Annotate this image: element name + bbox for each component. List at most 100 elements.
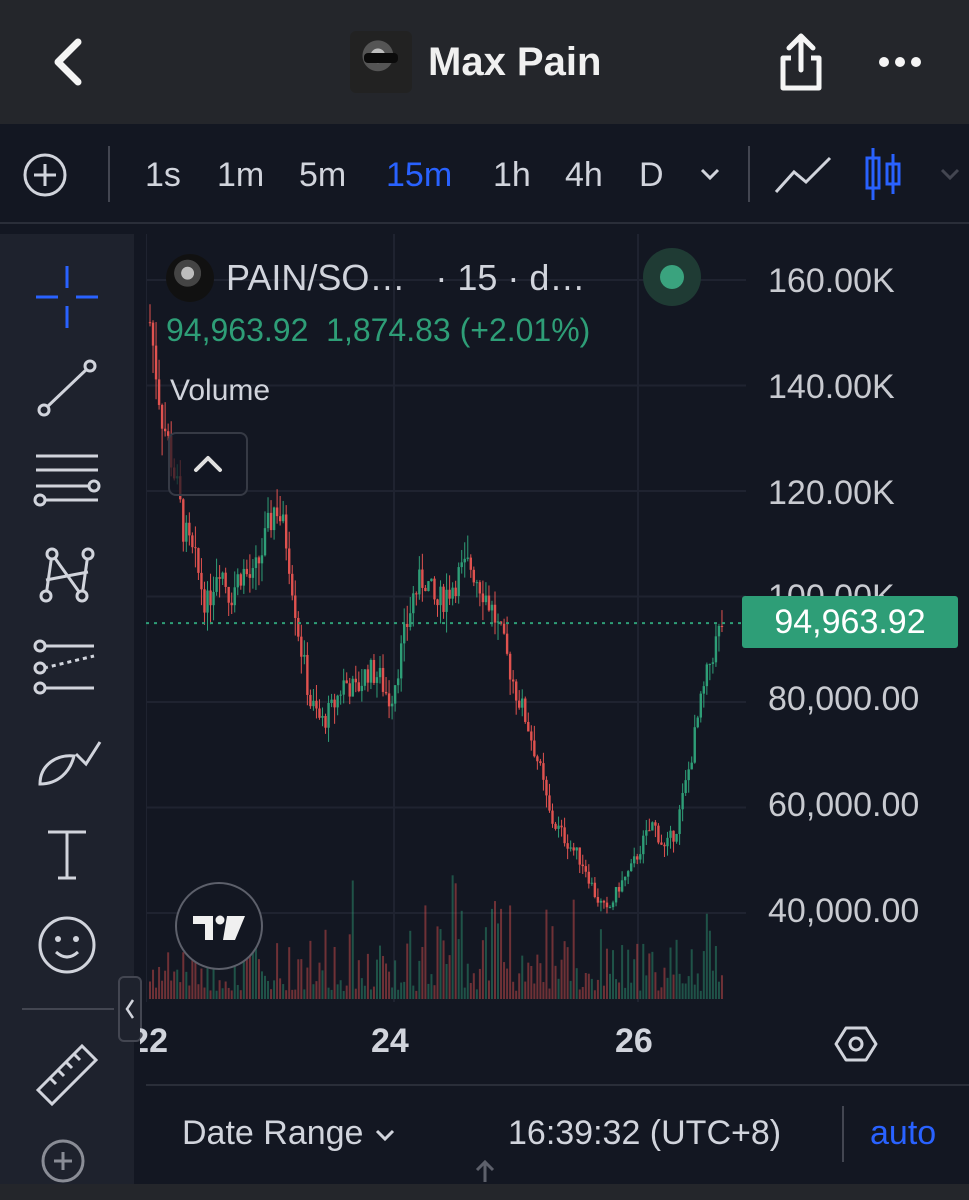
emoji-tool[interactable] [30, 908, 104, 982]
volume-bar [206, 966, 209, 999]
candle-body [614, 887, 618, 903]
auto-scale-button[interactable]: auto [870, 1114, 937, 1152]
candle-body [484, 595, 488, 603]
collapse-legend-button[interactable] [168, 432, 248, 496]
candle-body [575, 847, 578, 851]
volume-bar [155, 987, 158, 999]
volume-bar [657, 990, 660, 999]
candle-body [524, 698, 527, 722]
measure-tool[interactable] [30, 1038, 104, 1112]
share-button[interactable] [775, 30, 827, 94]
volume-bar [454, 883, 457, 999]
volume-bar [418, 960, 421, 999]
chevron-down-icon [700, 168, 720, 181]
volume-bar [636, 943, 639, 999]
candle-body [384, 691, 388, 694]
interval-1m[interactable]: 1m [217, 156, 265, 194]
more-options-button[interactable] [876, 40, 924, 84]
market-status-indicator[interactable] [643, 248, 701, 306]
volume-bar [203, 987, 206, 999]
chart-pane[interactable] [145, 234, 969, 1084]
resize-handle[interactable] [472, 1158, 498, 1184]
interval-15m[interactable]: 15m [386, 156, 453, 194]
volume-bar [599, 929, 602, 999]
candle-chart-style-button[interactable] [862, 146, 904, 202]
candle-body [266, 512, 270, 529]
candle-body [327, 703, 330, 728]
candle-body [623, 876, 627, 881]
volume-bar [333, 946, 336, 999]
candle-body [418, 569, 421, 595]
toolbar-collapse-handle[interactable] [118, 976, 142, 1042]
interval-5m[interactable]: 5m [299, 156, 347, 194]
fib-retracement-tool[interactable] [30, 442, 104, 516]
volume-bar [569, 980, 572, 999]
candle-body [566, 843, 569, 849]
candle-body [542, 763, 545, 780]
volume-bar [345, 985, 348, 999]
volume-bar [363, 985, 366, 999]
candle-body [342, 680, 345, 695]
header-title-group: Max Pain [350, 30, 601, 94]
interval-d[interactable]: D [639, 156, 664, 194]
interval-1h[interactable]: 1h [493, 156, 531, 194]
tradingview-logo-button[interactable] [175, 882, 263, 970]
candle-body [472, 569, 476, 583]
volume-bar [224, 981, 227, 999]
candle-body [699, 693, 702, 718]
candle-body [333, 699, 336, 708]
volume-bar [300, 959, 303, 999]
volume-bar [382, 955, 385, 999]
volume-bar [245, 938, 248, 999]
volume-bar [630, 982, 633, 999]
volume-bar [303, 989, 306, 999]
volume-bar [509, 905, 512, 999]
volume-bar [257, 959, 260, 999]
volume-bar [693, 984, 696, 999]
candle-body [275, 507, 279, 517]
toolbar-divider [748, 146, 750, 202]
volume-bar [521, 955, 524, 999]
crosshair-tool[interactable] [30, 260, 104, 334]
candle-body [375, 677, 379, 683]
forecast-tool[interactable] [30, 632, 104, 706]
back-button[interactable] [44, 32, 94, 92]
interval-4h[interactable]: 4h [565, 156, 603, 194]
symbol-legend[interactable]: PAIN/SO… · 15 · d… [166, 250, 585, 306]
candle-body [378, 667, 382, 678]
date-range-button[interactable]: Date Range [182, 1114, 397, 1153]
candle-body [675, 833, 678, 842]
candle-body [360, 685, 364, 692]
volume-bar [427, 983, 430, 999]
candle-body [651, 822, 654, 831]
price-chart[interactable] [145, 234, 969, 1084]
volume-bar [475, 989, 478, 999]
candle-body [166, 431, 170, 436]
line-chart-style-button[interactable] [772, 152, 834, 198]
candle-body [593, 882, 597, 898]
volume-bar [415, 990, 418, 999]
trend-line-tool[interactable] [30, 352, 104, 426]
pattern-tool[interactable] [30, 540, 104, 614]
text-tool[interactable] [30, 818, 104, 892]
candle-body [545, 779, 548, 796]
volume-bar [285, 990, 288, 999]
candle-body [309, 694, 312, 707]
volume-bar [451, 875, 454, 999]
volume-bar [515, 990, 518, 999]
candle-body [620, 880, 624, 892]
toolbar-divider [22, 1008, 114, 1010]
chart-settings-button[interactable] [834, 1022, 878, 1066]
volume-bar [424, 905, 427, 999]
volume-bar [400, 982, 403, 999]
zoom-in-tool[interactable] [36, 1132, 90, 1184]
interval-dropdown[interactable] [698, 164, 722, 184]
brush-tool[interactable] [30, 728, 104, 802]
add-symbol-button[interactable] [22, 152, 68, 198]
chart-style-dropdown[interactable] [938, 164, 962, 184]
interval-1s[interactable]: 1s [145, 156, 181, 194]
volume-bar [651, 951, 654, 999]
timezone-clock[interactable]: 16:39:32 (UTC+8) [508, 1114, 782, 1152]
volume-bar [164, 970, 167, 999]
candle-body [451, 587, 454, 599]
